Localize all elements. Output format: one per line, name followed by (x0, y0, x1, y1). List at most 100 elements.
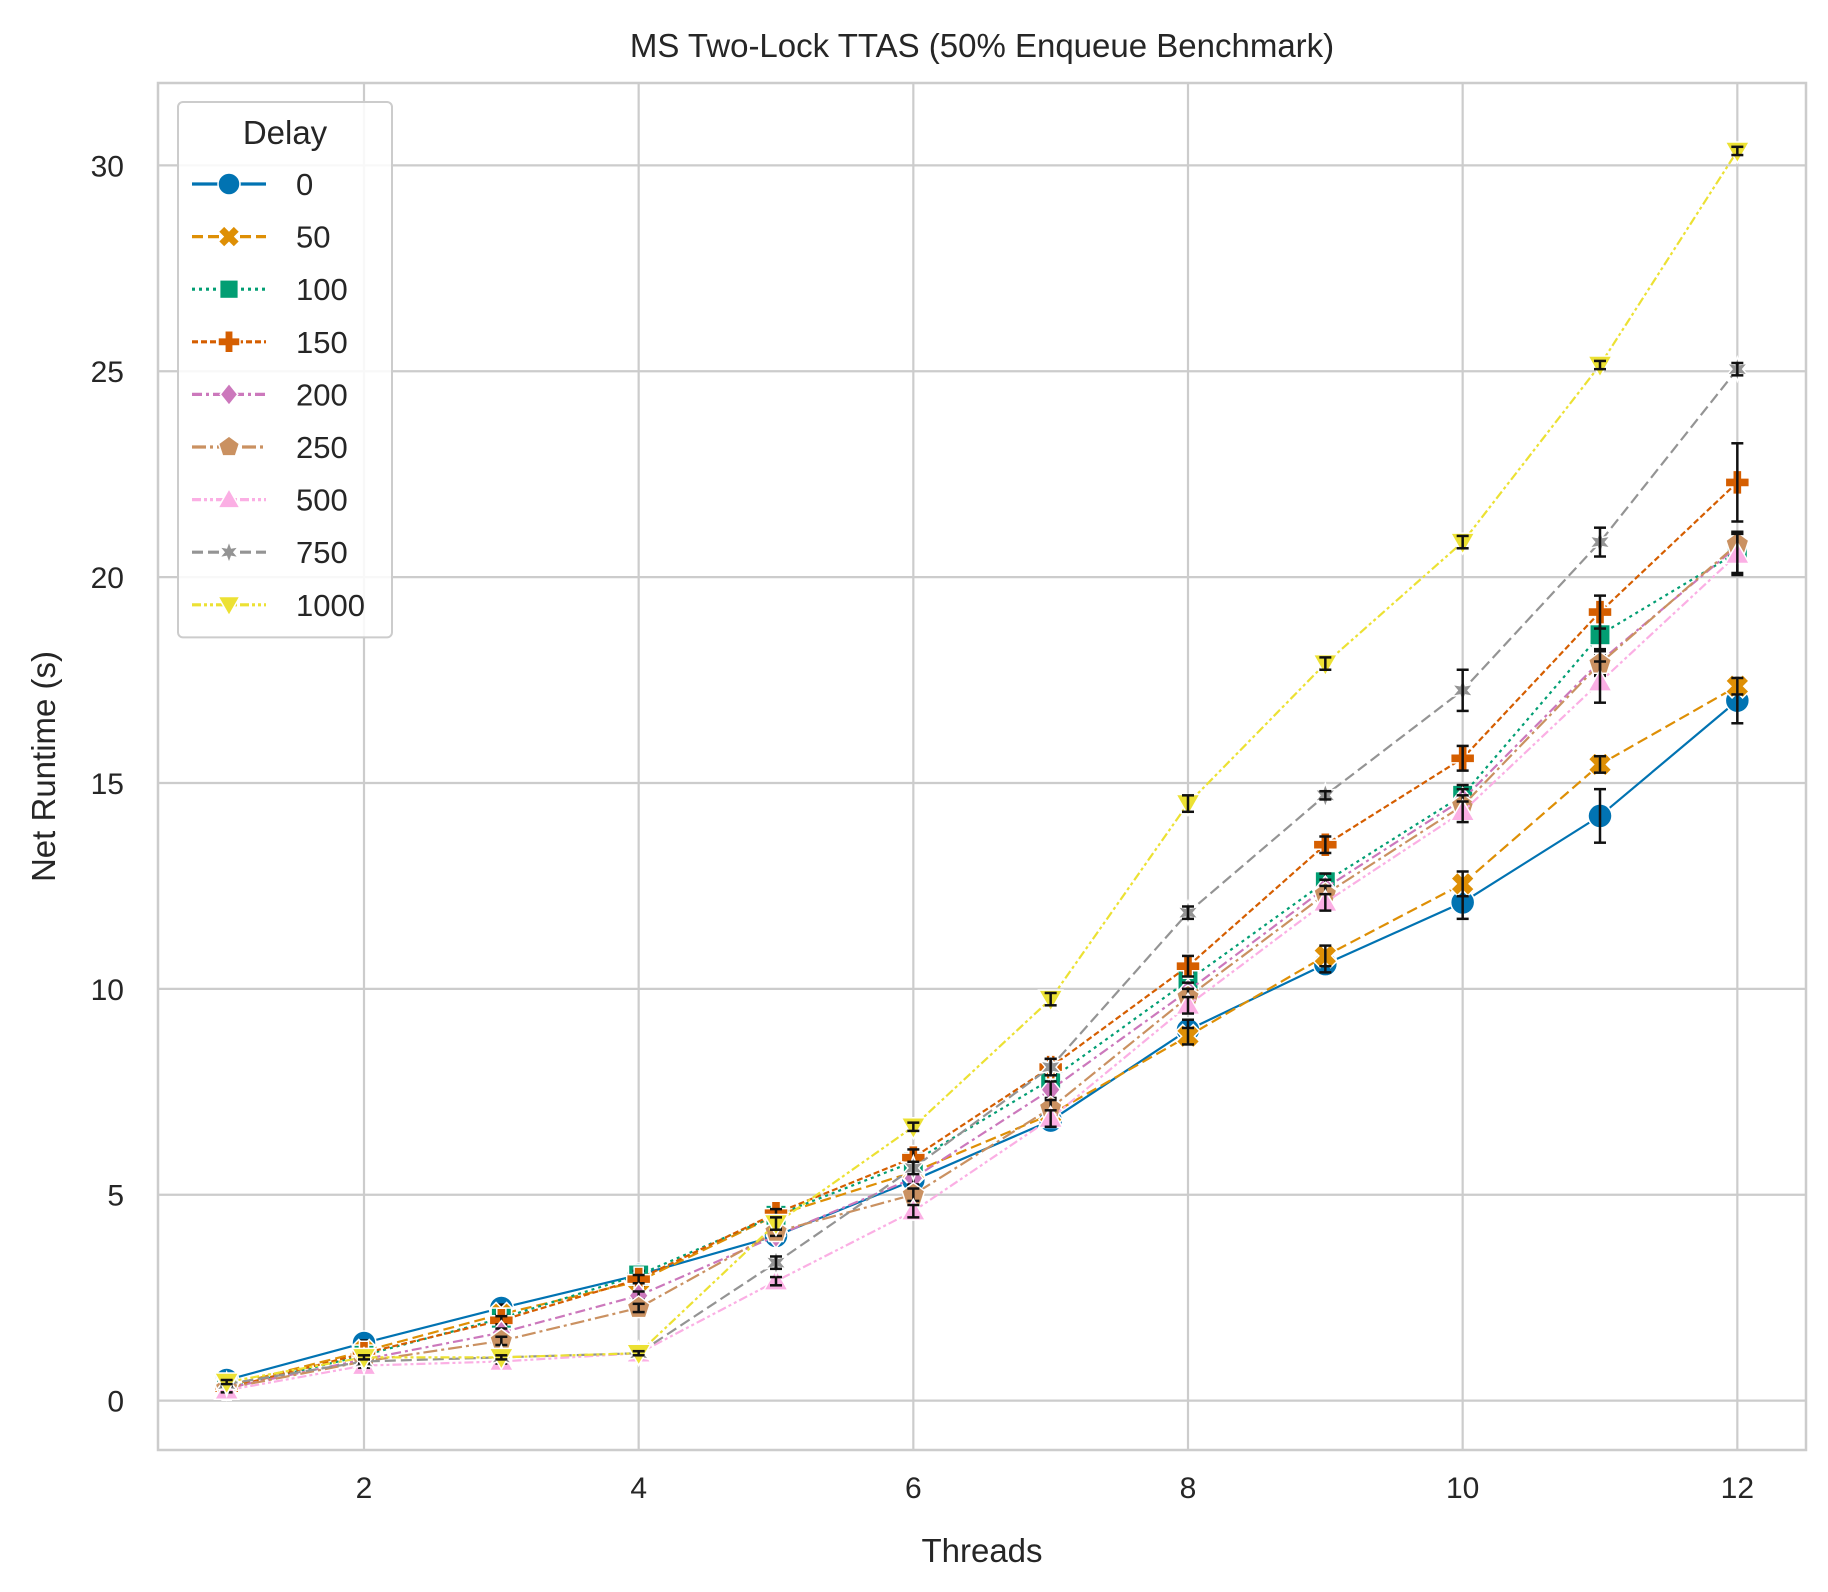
series-line (226, 543, 1739, 1390)
y-tick-label: 20 (91, 562, 124, 595)
legend-label: 200 (296, 377, 348, 412)
legend-title: Delay (243, 114, 328, 151)
series-line (226, 685, 1738, 1388)
legend-item-150: 150 (192, 325, 348, 360)
error-bar (1731, 532, 1744, 577)
legend-label: 100 (296, 272, 348, 307)
error-bar (1319, 656, 1332, 671)
error-bar (495, 1354, 508, 1361)
error-bar (770, 1255, 782, 1271)
legend-item-50: 50 (192, 220, 330, 255)
series-line (226, 545, 1739, 1390)
y-tick-label: 25 (91, 356, 124, 389)
error-bar (907, 1121, 920, 1133)
y-tick-label: 10 (91, 974, 124, 1007)
legend-marker (218, 279, 240, 300)
error-bar (1319, 944, 1332, 968)
error-bar (1319, 789, 1332, 801)
legend-label: 50 (296, 220, 330, 255)
legend-label: 500 (296, 483, 348, 518)
error-bar (1594, 660, 1606, 704)
grid-lines (158, 83, 1806, 1450)
x-axis-ticks: 2 4 6 8 10 12 (356, 1472, 1754, 1505)
error-bar (1319, 892, 1332, 912)
error-bar (1731, 676, 1744, 696)
y-tick-label: 30 (91, 150, 124, 183)
error-bar (1456, 534, 1469, 550)
error-bar (632, 1302, 645, 1314)
error-bar (1182, 794, 1194, 814)
error-bar (1182, 1026, 1194, 1046)
legend-item-250: 250 (192, 430, 348, 465)
x-tick-label: 6 (905, 1472, 922, 1505)
y-tick-label: 0 (107, 1386, 124, 1419)
series-line (226, 368, 1739, 1386)
series-layer (213, 141, 1751, 1402)
y-tick-label: 5 (107, 1180, 124, 1213)
error-bar (632, 1349, 645, 1357)
legend-item-500: 500 (192, 483, 348, 518)
error-bar (1731, 442, 1744, 523)
legend-item-0: 0 (192, 167, 313, 202)
plot-frame (156, 81, 1808, 1452)
error-bar (907, 1203, 920, 1219)
legend-box (177, 101, 393, 639)
legend-marker (219, 382, 239, 407)
y-axis-label: Net Runtime (s) (25, 651, 62, 882)
legend-item-100: 100 (192, 272, 348, 307)
error-bar (1594, 754, 1606, 774)
series-line (226, 551, 1738, 1390)
legend-marker (217, 172, 241, 196)
error-bar (1044, 1057, 1057, 1077)
x-tick-label: 10 (1446, 1472, 1479, 1505)
error-bar (1044, 1109, 1057, 1129)
legend: Delay 0 50 100 150 200 250 500 750 1000 (177, 101, 393, 639)
legend-label: 150 (296, 325, 348, 360)
error-bar (1594, 594, 1606, 630)
legend-marker (216, 487, 242, 509)
x-tick-label: 4 (630, 1472, 647, 1505)
legend-label: 0 (296, 167, 313, 202)
error-bar (1594, 526, 1606, 558)
error-bar (770, 1275, 782, 1287)
legend-item-750: 750 (192, 535, 348, 570)
error-bar (1044, 991, 1057, 1007)
series-line (226, 553, 1739, 1392)
error-bar (770, 1216, 782, 1231)
error-bar (1594, 787, 1606, 844)
y-tick-label: 15 (91, 768, 124, 801)
error-bar (1731, 145, 1744, 157)
error-bar (1456, 668, 1469, 713)
series-1000 (213, 141, 1751, 1396)
y-axis-ticks: 0 5 10 15 20 25 30 (91, 150, 124, 1418)
legend-label: 250 (296, 430, 348, 465)
x-tick-label: 2 (356, 1472, 373, 1505)
legend-label: 750 (296, 535, 348, 570)
x-tick-label: 8 (1180, 1472, 1197, 1505)
chart-title: MS Two-Lock TTAS (50% Enqueue Benchmark) (630, 27, 1334, 64)
error-bar (220, 1378, 233, 1386)
error-bar (358, 1354, 370, 1361)
error-bar (1182, 995, 1194, 1015)
legend-marker (217, 435, 241, 457)
legend-item-200: 200 (192, 377, 348, 412)
error-bar (1182, 954, 1194, 978)
x-tick-label: 12 (1721, 1472, 1754, 1505)
error-bar (1594, 359, 1606, 371)
error-bar (1456, 870, 1469, 898)
series-line (226, 481, 1739, 1390)
series-line (226, 150, 1739, 1384)
legend-label: 1000 (296, 588, 365, 623)
error-bar (1456, 800, 1469, 824)
legend-marker (217, 539, 241, 566)
legend-items: 0 50 100 150 200 250 500 750 1000 (192, 167, 365, 623)
error-bar (1731, 361, 1744, 377)
error-bar (1319, 835, 1332, 855)
error-bar (1456, 744, 1469, 772)
legend-item-1000: 1000 (192, 588, 365, 623)
legend-marker (216, 595, 242, 618)
x-axis-label: Threads (921, 1532, 1042, 1569)
legend-marker (217, 330, 241, 354)
error-bar (1182, 905, 1194, 921)
